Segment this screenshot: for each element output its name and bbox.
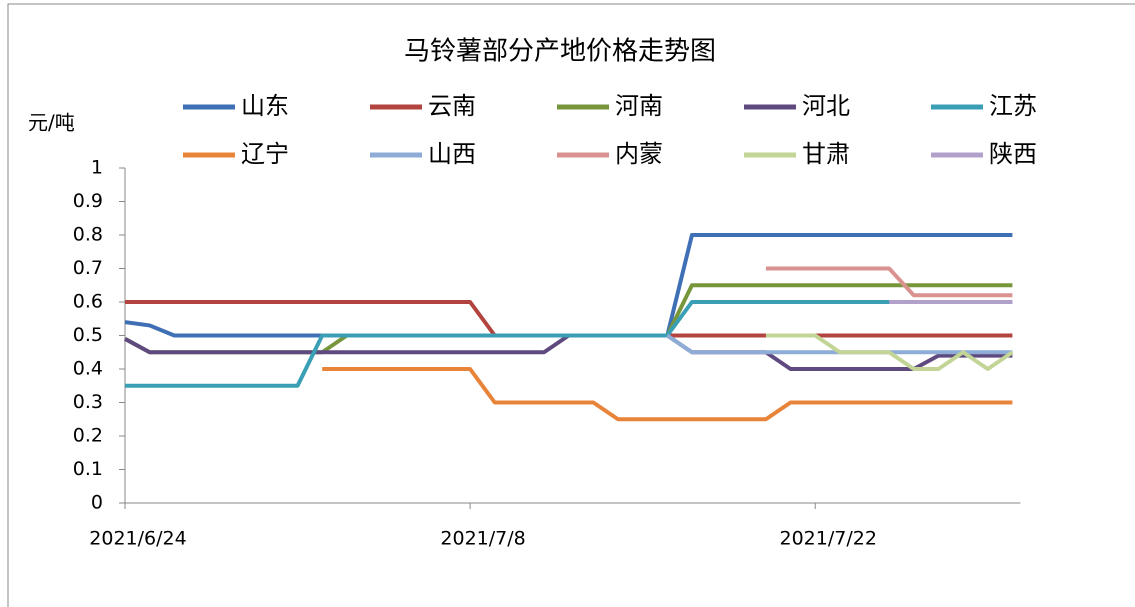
chart-title: 马铃薯部分产地价格走势图 xyxy=(404,37,716,67)
y-tick-label: 0.7 xyxy=(73,257,103,279)
y-tick-label: 0.6 xyxy=(73,291,103,313)
y-tick-label: 0 xyxy=(91,492,103,514)
y-tick-label: 0.3 xyxy=(73,391,103,413)
x-tick-label: 2021/6/24 xyxy=(89,528,186,550)
y-tick-label: 0.8 xyxy=(73,224,103,246)
x-tick-label: 2021/7/22 xyxy=(779,528,876,550)
chart-frame xyxy=(7,3,1135,607)
legend-label: 内蒙 xyxy=(615,140,663,168)
series-line xyxy=(765,266,1013,298)
y-tick-label: 0.1 xyxy=(73,458,103,480)
series-line xyxy=(322,367,1013,422)
x-tick-label: 2021/7/8 xyxy=(440,528,525,550)
series-line xyxy=(125,300,1013,388)
series-line xyxy=(765,333,1014,371)
y-tick-label: 0.5 xyxy=(73,324,103,346)
legend-label: 辽宁 xyxy=(241,140,289,168)
y-tick-label: 1 xyxy=(91,157,103,179)
legend-label: 山西 xyxy=(428,140,476,168)
legend-label: 河南 xyxy=(615,92,663,120)
y-tick-label: 0.9 xyxy=(73,190,103,212)
legend-label: 云南 xyxy=(428,92,476,120)
legend-label: 甘肃 xyxy=(802,140,850,168)
legend-label: 山东 xyxy=(241,92,289,120)
legend-label: 河北 xyxy=(802,92,850,120)
y-tick-label: 0.2 xyxy=(73,425,103,447)
legend-label: 江苏 xyxy=(989,92,1037,120)
legend-label: 陕西 xyxy=(989,140,1037,168)
y-axis-label: 元/吨 xyxy=(28,111,75,135)
y-tick-label: 0.4 xyxy=(73,358,103,380)
